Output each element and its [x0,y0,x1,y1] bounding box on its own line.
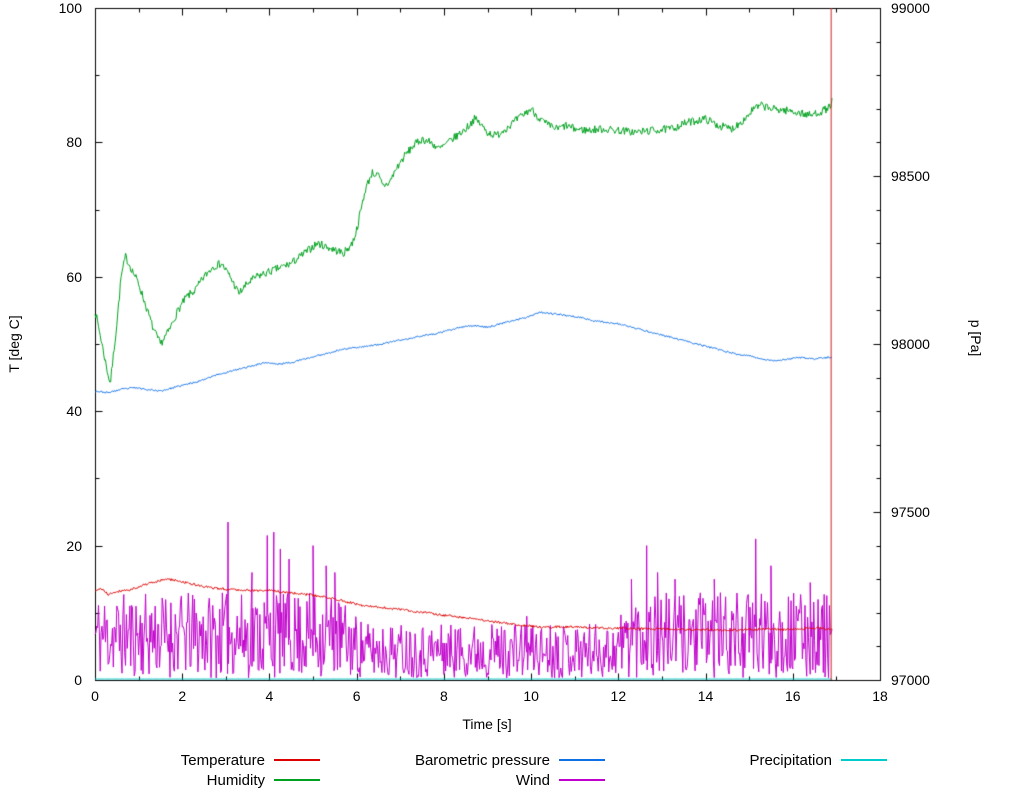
y-left-tick-label: 80 [66,134,82,151]
x-tick-label: 14 [697,688,714,704]
legend-label-precipitation: Precipitation [749,751,832,769]
y-left-tick-label: 0 [74,672,82,688]
legend-label-wind: Wind [515,771,550,789]
legend-line-sample-humidity [274,779,320,781]
x-tick-label: 4 [265,688,274,704]
y-right-tick-label: 99000 [891,0,930,16]
y-left-tick-label: 60 [66,268,82,285]
legend-line-sample-barometric-pressure [559,759,605,761]
legend-line-sample-precipitation [841,759,887,761]
x-tick-label: 16 [784,688,801,704]
x-tick-label: 0 [91,688,99,704]
y-left-tick-label: 20 [66,537,82,554]
x-tick-label: 2 [178,688,187,704]
x-tick-label: 10 [523,688,539,704]
y-right-tick-label: 98000 [891,336,930,352]
y-right-tick-label: 97000 [891,672,930,688]
y-right-tick-label: 98500 [891,168,930,184]
legend-item-wind: Wind [516,770,605,790]
legend-line-sample-wind [559,779,605,781]
x-tick-label: 18 [872,688,888,704]
legend-item-temperature: Temperature [181,750,320,770]
y-right-axis-title: p [Pa] [968,319,984,357]
legend-item-precipitation: Precipitation [749,750,887,770]
x-tick-label: 6 [352,688,361,704]
legend-label-temperature: Temperature [180,751,265,769]
x-tick-label: 12 [610,688,627,704]
y-right-tick-label: 97500 [891,504,930,520]
legend-line-sample-temperature [274,759,320,761]
x-tick-label: 8 [439,688,448,704]
legend-label-barometric-pressure: Barometric pressure [414,751,550,769]
legend-item-humidity: Humidity [207,770,320,790]
legend-item-barometric-pressure: Barometric pressure [415,750,605,770]
y-left-tick-label: 40 [66,403,82,420]
y-left-tick-label: 100 [58,0,82,16]
x-axis-title: Time [s] [462,716,512,732]
y-left-axis-title: T [deg C] [6,315,22,373]
legend-label-humidity: Humidity [206,771,265,789]
